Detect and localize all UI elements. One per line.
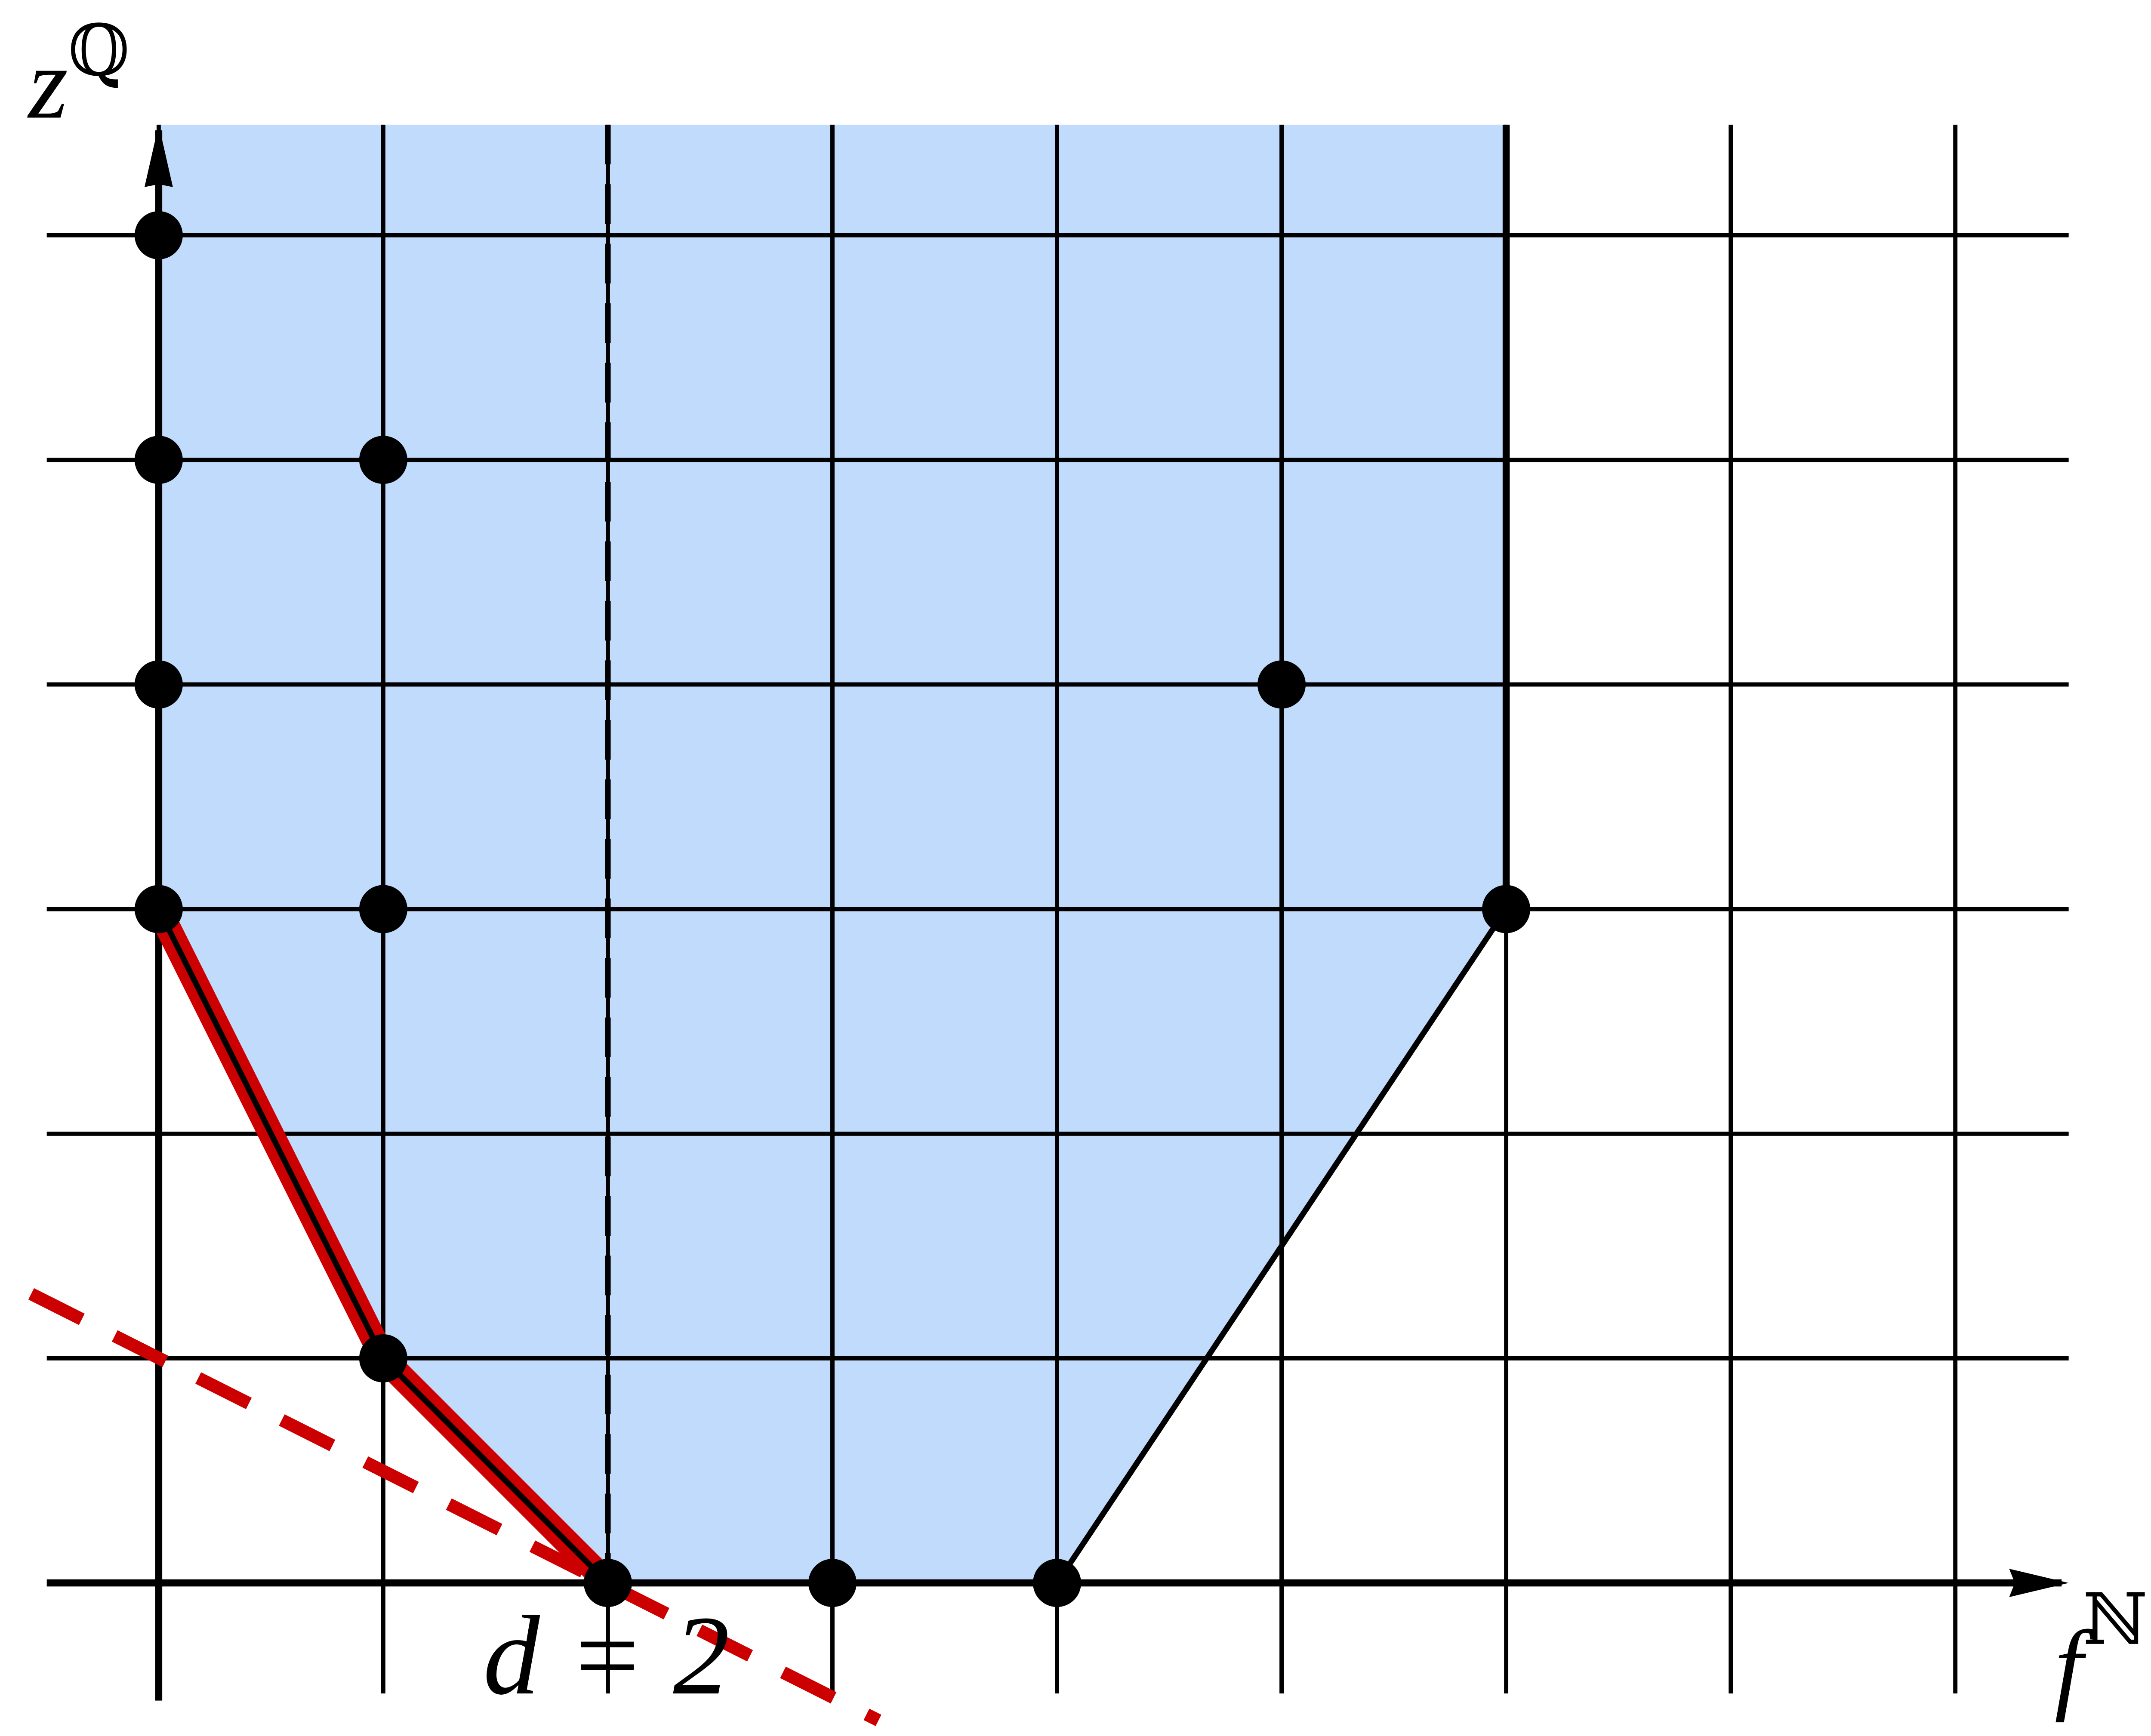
degree-label: d = 2 bbox=[483, 1593, 730, 1718]
point bbox=[134, 436, 183, 484]
x-arrow bbox=[2009, 1569, 2069, 1597]
point bbox=[134, 885, 183, 933]
y-arrow bbox=[144, 124, 173, 187]
point bbox=[134, 211, 183, 259]
point bbox=[808, 1559, 857, 1607]
point bbox=[359, 436, 407, 484]
x-axis-label: fℕ bbox=[2055, 1581, 2148, 1723]
point bbox=[1033, 1559, 1082, 1607]
point bbox=[1257, 660, 1306, 709]
point bbox=[1482, 885, 1531, 933]
point bbox=[359, 1334, 407, 1382]
point bbox=[583, 1559, 632, 1607]
point bbox=[134, 660, 183, 709]
red-dashed-line bbox=[28, 1288, 881, 1727]
points bbox=[134, 211, 1531, 1607]
point bbox=[359, 885, 407, 933]
y-axis-label: zℚ bbox=[27, 12, 130, 140]
